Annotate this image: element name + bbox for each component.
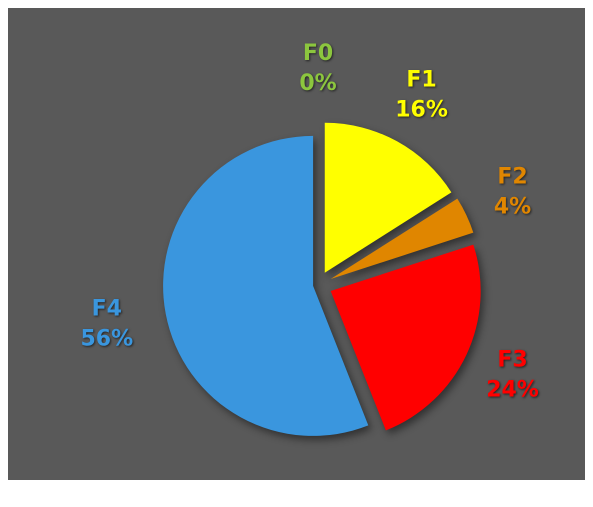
slice-name: F1 — [406, 68, 436, 93]
pie-slice — [324, 122, 452, 273]
slice-value-label: 4% — [494, 194, 531, 219]
pie-slice — [330, 198, 474, 280]
slice-name: F4 — [92, 296, 122, 321]
slice-value-label: 0% — [299, 71, 336, 96]
slice-value-label: 24% — [486, 378, 539, 403]
slice-value-label: 56% — [80, 326, 133, 351]
pie-slice — [163, 135, 369, 436]
slice-value-label: 16% — [395, 98, 448, 123]
slice-name: F3 — [497, 348, 527, 373]
slice-name: F2 — [497, 164, 527, 189]
pie-slice — [330, 244, 481, 431]
slice-name: F0 — [303, 41, 333, 66]
